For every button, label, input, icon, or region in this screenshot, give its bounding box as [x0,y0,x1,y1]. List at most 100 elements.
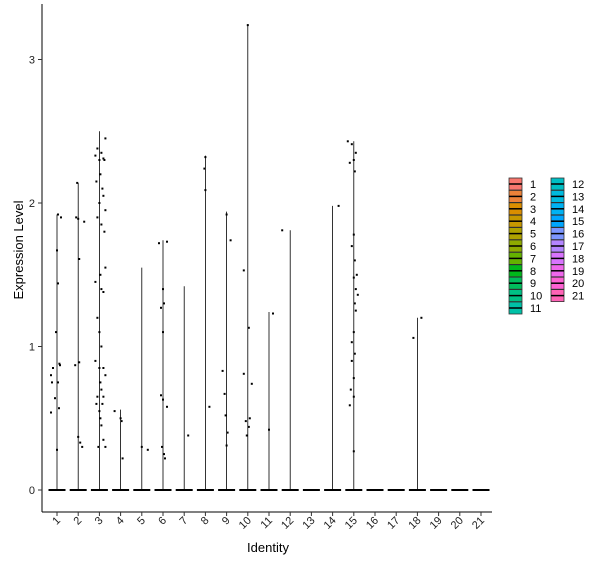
legend-label: 9 [530,278,536,290]
data-point [95,180,98,183]
x-tick-label: 14 [322,515,339,532]
data-point [99,381,102,384]
data-point [158,242,160,245]
data-point [352,159,355,161]
data-point [420,316,423,319]
violin-group-6 [154,240,172,491]
x-tick-label: 16 [364,515,381,532]
legend-item-6: 6 [508,239,536,253]
data-point [102,194,105,197]
data-point [350,143,353,146]
x-tick-label: 13 [300,515,317,532]
data-point [96,316,99,319]
data-point [353,170,356,173]
violin-group-5 [133,267,151,491]
data-point [352,233,355,236]
data-point [98,367,101,369]
x-tick-label: 11 [259,515,276,532]
data-point [78,361,81,364]
y-tick-label: 2 [29,198,35,210]
data-point [352,377,355,380]
data-point [52,367,54,369]
legend-item-20: 20 [550,276,584,290]
x-axis: 1 2 3 4 5 6 7 8 9 10 11 12 13 14 15 16 17 18 19 20 21 [42,511,492,532]
legend-item-8: 8 [508,264,536,278]
data-point [352,450,355,453]
legend-label: 12 [572,179,584,191]
legend-label: 10 [530,291,542,303]
data-point [100,345,103,348]
legend-item-1: 1 [508,177,536,191]
y-tick-label: 3 [29,55,35,67]
data-point [95,402,98,405]
data-point [208,405,211,408]
data-point [74,364,77,367]
legend-label: 18 [572,253,584,265]
x-tick-label: 21 [470,515,487,532]
legend-item-17: 17 [550,239,584,253]
data-point [96,395,99,398]
legend-item-7: 7 [508,251,536,265]
data-point [162,398,164,401]
data-point [58,362,61,365]
data-point [350,341,353,344]
legend-item-3: 3 [508,202,536,216]
data-point [56,249,58,252]
data-point [120,420,123,423]
data-point [98,410,101,413]
data-point [50,374,52,377]
data-point [352,331,355,334]
data-point [161,445,163,448]
violin-group-12 [281,229,299,491]
data-point [349,388,352,391]
data-point [104,445,107,448]
data-point [246,24,249,27]
data-point [162,331,164,334]
data-point [75,216,78,219]
data-point [221,369,224,372]
x-tick-label: 17 [385,515,402,532]
violin-group-14 [324,204,342,491]
data-point [103,230,106,233]
x-tick-label: 2 [72,515,85,528]
data-point [96,216,99,219]
data-point [272,312,274,315]
x-tick-label: 12 [279,515,296,532]
legend-item-9: 9 [508,276,536,290]
violin-group-9 [218,211,236,491]
data-point [104,137,107,140]
x-tick-label: 19 [428,515,445,532]
data-point [103,159,106,161]
data-point [229,239,232,242]
legend-item-15: 15 [550,214,584,228]
legend-label: 19 [572,266,584,278]
legend-item-12: 12 [550,177,584,191]
x-axis-title: Identity [247,540,289,555]
data-point [101,187,104,190]
data-point [99,417,102,420]
x-tick-label: 18 [406,515,423,532]
data-point [55,331,57,334]
data-point [247,425,250,428]
x-tick-label: 20 [449,515,466,532]
data-point [163,453,165,456]
legend-item-2: 2 [508,189,536,203]
data-point [187,434,190,437]
data-point [355,273,358,276]
data-point [281,229,284,232]
legend-item-14: 14 [550,202,584,216]
legend-label: 3 [530,204,536,216]
data-point [100,151,103,154]
violin-group-4 [112,409,130,491]
legend-item-13: 13 [550,189,584,203]
data-point [78,258,81,260]
data-point [160,306,162,309]
data-point [350,359,353,362]
data-point [77,435,80,438]
data-point [354,309,357,312]
x-tick-label: 8 [199,515,212,528]
x-tick-label: 10 [237,515,254,532]
legend-label: 6 [530,241,536,253]
data-point [104,374,107,377]
violin-group-2 [69,181,87,491]
